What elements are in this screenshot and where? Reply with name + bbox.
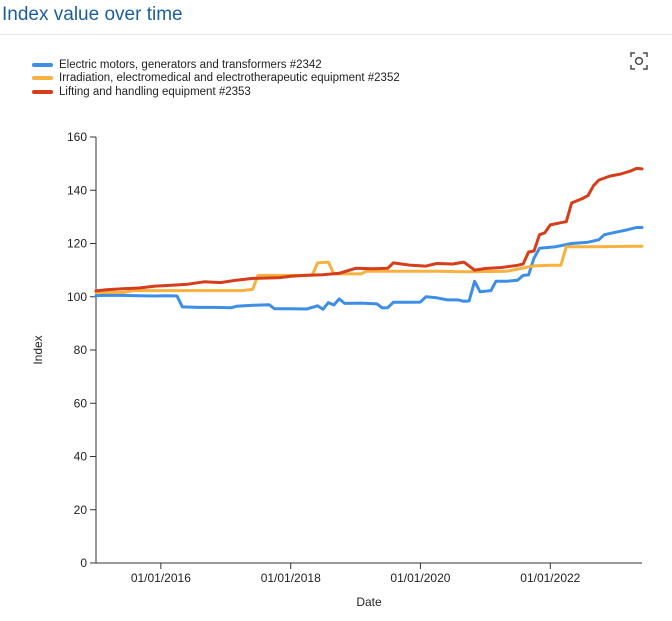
legend-label: Electric motors, generators and transfor… bbox=[59, 58, 322, 71]
series-line-3 bbox=[94, 166, 644, 293]
series-line-1 bbox=[94, 226, 644, 311]
x-tick-label: 01/01/2022 bbox=[520, 571, 580, 585]
legend-item: Lifting and handling equipment #2353 bbox=[32, 85, 400, 99]
title-divider bbox=[0, 34, 672, 35]
y-tick-label: 60 bbox=[74, 396, 88, 410]
legend-swatch bbox=[32, 89, 53, 94]
y-tick-label: 80 bbox=[74, 343, 88, 357]
legend-label: Lifting and handling equipment #2353 bbox=[59, 85, 251, 98]
y-tick-label: 100 bbox=[67, 290, 87, 304]
y-axis-title: Index bbox=[31, 335, 45, 364]
focus-mode-icon bbox=[630, 52, 648, 70]
x-tick-label: 01/01/2016 bbox=[131, 571, 191, 585]
legend-swatch bbox=[32, 62, 53, 67]
y-tick-label: 160 bbox=[67, 130, 87, 144]
y-tick-label: 20 bbox=[74, 503, 88, 517]
legend-item: Electric motors, generators and transfor… bbox=[32, 58, 400, 72]
y-tick-label: 40 bbox=[74, 450, 88, 464]
y-tick-label: 0 bbox=[80, 556, 87, 570]
legend-item: Irradiation, electromedical and electrot… bbox=[32, 72, 400, 86]
page-title: Index value over time bbox=[2, 4, 183, 25]
legend-swatch bbox=[32, 76, 53, 81]
x-tick-label: 01/01/2020 bbox=[390, 571, 450, 585]
chart-legend: Electric motors, generators and transfor… bbox=[32, 58, 400, 99]
y-tick-label: 140 bbox=[67, 183, 87, 197]
series-line-2 bbox=[94, 244, 644, 294]
focus-mode-button[interactable] bbox=[626, 48, 652, 74]
x-tick-label: 01/01/2018 bbox=[261, 571, 321, 585]
x-axis-title: Date bbox=[356, 595, 382, 609]
y-tick-label: 120 bbox=[67, 237, 87, 251]
legend-label: Irradiation, electromedical and electrot… bbox=[59, 72, 400, 85]
